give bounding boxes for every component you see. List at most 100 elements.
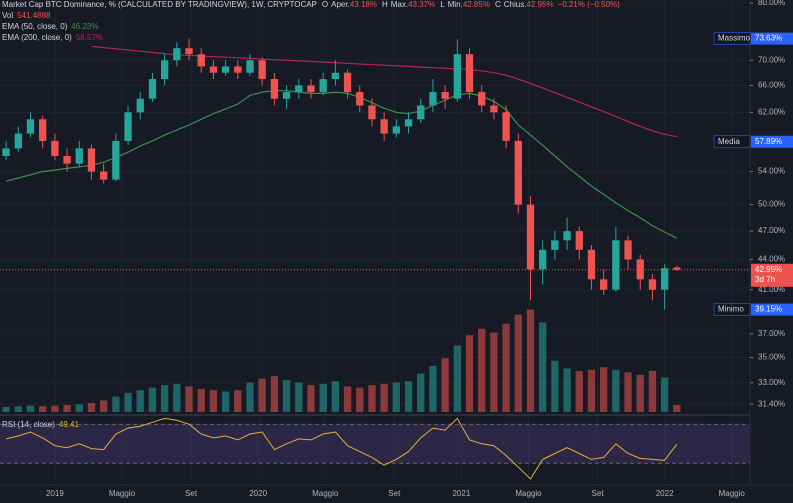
candle-body xyxy=(112,140,120,180)
candle-body xyxy=(636,259,644,280)
candle-body xyxy=(209,66,218,73)
candle-body xyxy=(392,126,400,134)
candle-body xyxy=(136,98,144,113)
volume-bar xyxy=(539,322,547,412)
candle-body xyxy=(160,60,169,80)
volume-bar xyxy=(429,365,437,412)
marker-value: 57.89% xyxy=(755,137,782,146)
candle-body xyxy=(478,92,486,106)
volume-bar xyxy=(563,368,571,412)
candle-body xyxy=(307,85,315,93)
marker-value: 73.63% xyxy=(755,34,782,43)
candle-body xyxy=(51,140,59,156)
volume-bar xyxy=(624,372,632,412)
volume-bar xyxy=(246,382,254,412)
volume-bar xyxy=(234,390,242,412)
marker-value-box xyxy=(751,32,793,45)
y-tick-label: 41.00% xyxy=(758,285,785,294)
volume-bar xyxy=(331,381,340,412)
ohlc-label: Aper. xyxy=(331,0,350,9)
candle-body xyxy=(258,60,266,80)
ohlc-value: 42.85% xyxy=(463,0,490,9)
y-tick-label: 44.00% xyxy=(758,255,785,264)
x-tick-label: Maggio xyxy=(109,489,136,498)
volume-bar xyxy=(197,388,205,412)
volume-bar xyxy=(587,369,596,412)
last-price-label: 42.95% xyxy=(755,265,782,274)
x-tick-label: Maggio xyxy=(719,489,746,498)
legend-name: EMA (50, close, 0) xyxy=(2,22,68,31)
candle-body xyxy=(221,66,230,73)
volume-bar xyxy=(636,374,644,412)
marker-label: Media xyxy=(718,137,740,146)
volume-bar xyxy=(600,367,608,412)
x-tick-label: Set xyxy=(592,489,605,498)
y-tick-label: 35.00% xyxy=(758,353,785,362)
volume-bar xyxy=(417,373,425,412)
volume-bar xyxy=(526,309,535,412)
volume-bar xyxy=(2,406,10,412)
rsi-band xyxy=(0,424,750,464)
candle-body xyxy=(380,119,388,134)
countdown: 3d 7h xyxy=(755,275,775,284)
candle-body xyxy=(673,267,681,270)
candle-body xyxy=(246,60,254,73)
marker-label: Minimo xyxy=(718,305,744,314)
y-tick-label: 66.00% xyxy=(758,81,785,90)
volume-bar xyxy=(282,379,291,412)
volume-header: Vol 541.4888 xyxy=(2,11,51,20)
marker-value-box xyxy=(751,135,793,148)
volume-bar xyxy=(356,387,364,412)
x-tick-label: 2020 xyxy=(249,489,267,498)
price-axis xyxy=(750,0,793,482)
last-price-box xyxy=(751,263,793,287)
candle-body xyxy=(234,66,242,73)
volume-bar xyxy=(295,382,303,412)
y-tick-label: 70.00% xyxy=(758,55,785,64)
x-tick-label: 2019 xyxy=(46,489,64,498)
candle-body xyxy=(648,279,657,290)
volume-bar xyxy=(453,345,461,412)
volume-bar xyxy=(87,403,96,412)
marker-value-box xyxy=(751,303,793,316)
x-tick-label: 2022 xyxy=(656,489,674,498)
legend-value: 46.23% xyxy=(71,22,98,31)
volume-bar xyxy=(441,358,449,412)
y-tick-label: 54.00% xyxy=(758,167,785,176)
legend-entry: EMA (200, close, 0) 58.57% xyxy=(2,33,103,42)
volume-bar xyxy=(612,369,620,412)
ohlc-value: 43.18% xyxy=(350,0,377,9)
y-tick-label: 31.40% xyxy=(758,399,785,408)
candle-body xyxy=(282,92,291,99)
marker-tag xyxy=(713,135,751,149)
volume-bar xyxy=(148,387,157,412)
x-tick-label: 2021 xyxy=(452,489,470,498)
ohlc-key: H xyxy=(382,0,388,9)
volume-bar xyxy=(575,371,583,412)
candle-body xyxy=(2,148,10,156)
volume-bar xyxy=(173,383,181,412)
ohlc-key: O xyxy=(322,0,328,9)
x-tick-label: Maggio xyxy=(312,489,339,498)
chart-title: Market Cap BTC Dominance, % (CALCULATED … xyxy=(2,0,317,9)
candle-body xyxy=(563,231,571,241)
y-tick-label: 33.00% xyxy=(758,378,785,387)
marker-label: Massimo xyxy=(718,34,751,43)
y-tick-label: 50.00% xyxy=(758,200,785,209)
x-tick-label: Set xyxy=(185,489,198,498)
volume-bar xyxy=(478,328,486,412)
marker-value: 39.15% xyxy=(755,305,782,314)
candle-body xyxy=(185,48,193,55)
candle-body xyxy=(295,85,303,93)
volume-bar xyxy=(14,406,22,412)
volume-bar xyxy=(392,382,400,412)
candle-body xyxy=(14,133,22,149)
volume-value: 541.4888 xyxy=(17,11,51,20)
volume-bar xyxy=(660,377,669,412)
volume-bar xyxy=(209,390,218,412)
volume-bar xyxy=(490,332,498,412)
candle-body xyxy=(343,72,352,93)
candle-body xyxy=(270,79,279,99)
